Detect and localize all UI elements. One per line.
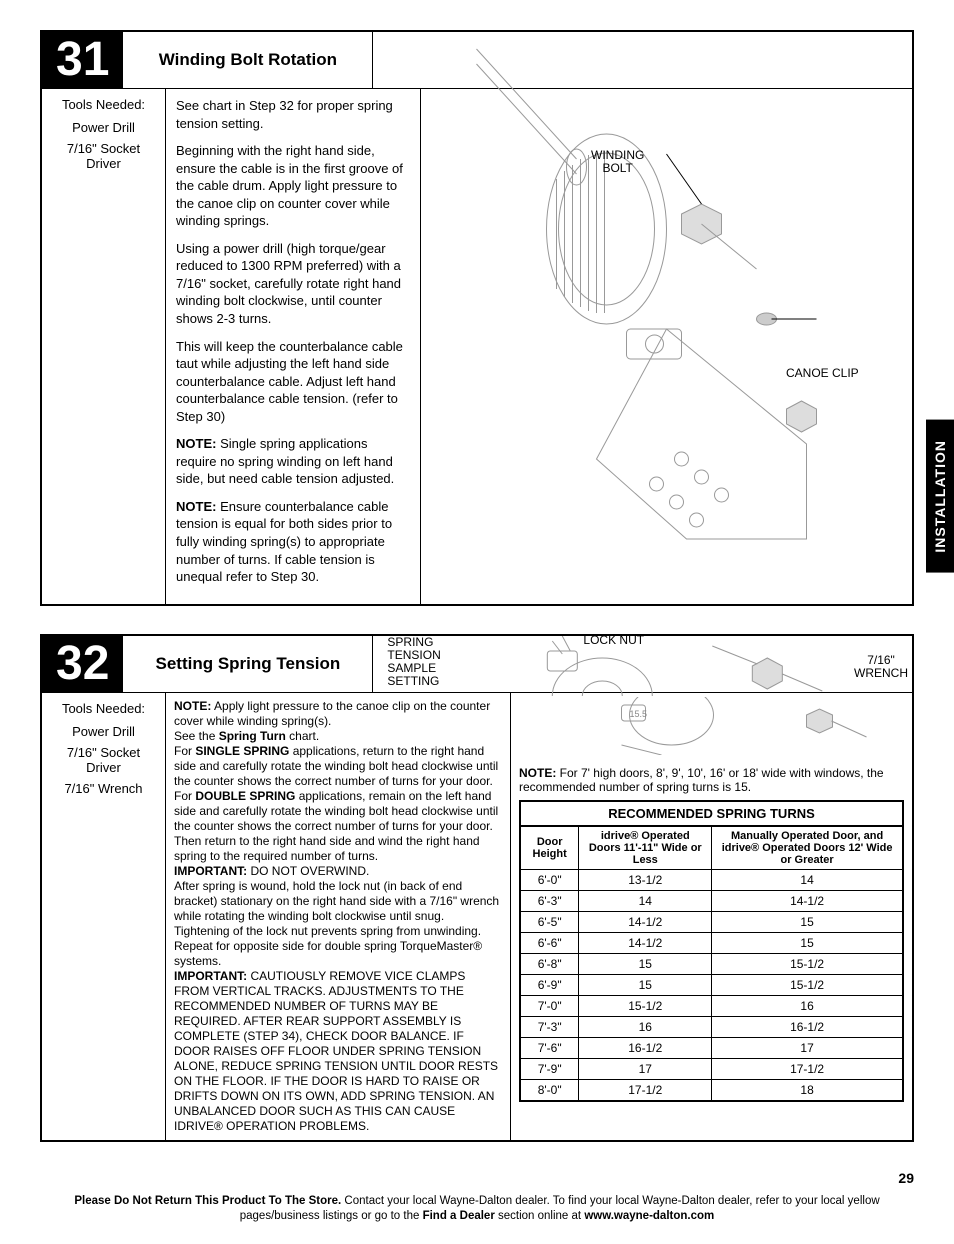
table-cell: 6'-6" [520,933,579,954]
step-32-text: NOTE: Apply light pressure to the canoe … [166,693,510,1140]
table-cell: 17 [712,1038,903,1059]
table-cell: 16-1/2 [712,1017,903,1038]
page-number: 29 [40,1170,914,1186]
svg-text:15.5: 15.5 [630,709,648,719]
table-cell: 14 [579,891,712,912]
table-row: 6'-8"1515-1/2 [520,954,903,975]
page-footer: Please Do Not Return This Product To The… [40,1194,914,1224]
winding-bolt-callout: WINDING BOLT [591,149,644,175]
tools-label: Tools Needed: [50,97,157,112]
table-note: NOTE: For 7' high doors, 8', 9', 10', 16… [519,766,904,795]
table-cell: 15 [579,954,712,975]
step-32-right-panel: 15.5 NOTE: For 7' high doors, 8', 9', 10… [510,693,912,1140]
table-cell: 14-1/2 [712,891,903,912]
step-32-number: 32 [42,636,123,692]
table-cell: 6'-5" [520,912,579,933]
table-cell: 18 [712,1080,903,1102]
paragraph: See chart in Step 32 for proper spring t… [176,97,410,132]
tools-label: Tools Needed: [50,701,157,716]
step-32-container: 32 Setting Spring Tension SPRING TENSION… [40,634,914,1142]
spring-turns-table: RECOMMENDED SPRING TURNS Door Height idr… [519,800,904,1102]
table-cell: 7'-3" [520,1017,579,1038]
table-cell: 17-1/2 [579,1080,712,1102]
step-31-container: 31 Winding Bolt Rotation Tools Needed: P… [40,30,914,606]
tool-item: Power Drill [50,724,157,739]
table-cell: 14-1/2 [579,912,712,933]
table-row: 6'-0"13-1/214 [520,870,903,891]
table-row: 8'-0"17-1/218 [520,1080,903,1102]
table-cell: 17 [579,1059,712,1080]
winding-bolt-diagram [421,29,912,549]
table-row: 6'-3"1414-1/2 [520,891,903,912]
canoe-clip-callout: CANOE CLIP [786,367,859,380]
table-cell: 16 [579,1017,712,1038]
table-row: 7'-0"15-1/216 [520,996,903,1017]
table-cell: 8'-0" [520,1080,579,1102]
table-cell: 14 [712,870,903,891]
table-cell: 6'-9" [520,975,579,996]
table-cell: 16 [712,996,903,1017]
table-cell: 13-1/2 [579,870,712,891]
step-32-header: 32 Setting Spring Tension SPRING TENSION… [42,636,912,693]
col-header: idrive® Operated Doors 11'-11" Wide or L… [579,826,712,870]
step-32-title: Setting Spring Tension [123,636,373,692]
wrench-callout: 7/16" WRENCH [854,654,908,680]
table-row: 6'-5"14-1/215 [520,912,903,933]
table-cell: 16-1/2 [579,1038,712,1059]
tension-diagram-bottom: 15.5 [519,697,904,755]
table-cell: 15 [579,975,712,996]
table-row: 7'-9"1717-1/2 [520,1059,903,1080]
step-31-illustration: WINDING BOLT CANOE CLIP [421,89,912,604]
tool-item: 7/16" Socket Driver [50,141,157,171]
paragraph: This will keep the counterbalance cable … [176,338,410,426]
tool-item: Power Drill [50,120,157,135]
table-row: 6'-9"1515-1/2 [520,975,903,996]
table-caption: RECOMMENDED SPRING TURNS [519,800,904,825]
tool-item: 7/16" Socket Driver [50,745,157,775]
table-cell: 6'-0" [520,870,579,891]
paragraph: Beginning with the right hand side, ensu… [176,142,410,230]
note: NOTE: Single spring applications require… [176,435,410,488]
step-31-tools: Tools Needed: Power Drill 7/16" Socket D… [42,89,166,604]
table-row: 7'-6"16-1/217 [520,1038,903,1059]
installation-side-tab: INSTALLATION [926,420,954,573]
table-cell: 7'-6" [520,1038,579,1059]
step-31-title: Winding Bolt Rotation [123,32,373,88]
table-row: 7'-3"1616-1/2 [520,1017,903,1038]
table-cell: 15-1/2 [712,954,903,975]
table-cell: 17-1/2 [712,1059,903,1080]
table-cell: 6'-8" [520,954,579,975]
col-header: Door Height [520,826,579,870]
table-cell: 6'-3" [520,891,579,912]
spring-tension-callout: SPRING TENSION SAMPLE SETTING [387,636,440,689]
table-cell: 15-1/2 [712,975,903,996]
step-31-text: See chart in Step 32 for proper spring t… [166,89,421,604]
step-32-tools: Tools Needed: Power Drill 7/16" Socket D… [42,693,166,1140]
table-cell: 7'-9" [520,1059,579,1080]
lock-nut-callout: LOCK NUT [583,634,644,647]
table-cell: 14-1/2 [579,933,712,954]
tool-item: 7/16" Wrench [50,781,157,796]
table-cell: 15-1/2 [579,996,712,1017]
table-cell: 15 [712,933,903,954]
table-row: 6'-6"14-1/215 [520,933,903,954]
step-31-number: 31 [42,32,123,88]
step-32-illus-header: SPRING TENSION SAMPLE SETTING LOCK NUT 7… [373,636,912,692]
note: NOTE: Ensure counterbalance cable tensio… [176,498,410,586]
table-cell: 7'-0" [520,996,579,1017]
paragraph: Using a power drill (high torque/gear re… [176,240,410,328]
col-header: Manually Operated Door, and idrive® Oper… [712,826,903,870]
table-cell: 15 [712,912,903,933]
